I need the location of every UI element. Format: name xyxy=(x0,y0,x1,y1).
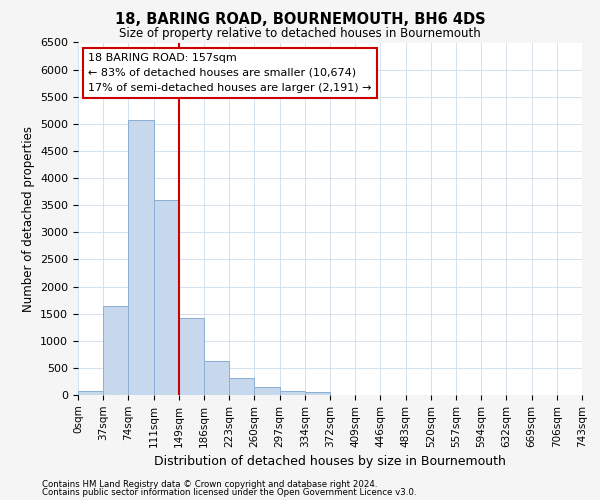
Text: 18 BARING ROAD: 157sqm
← 83% of detached houses are smaller (10,674)
17% of semi: 18 BARING ROAD: 157sqm ← 83% of detached… xyxy=(88,53,371,92)
Bar xyxy=(128,120,154,395)
Text: Contains public sector information licensed under the Open Government Licence v3: Contains public sector information licen… xyxy=(42,488,416,497)
Bar xyxy=(305,392,330,395)
Bar xyxy=(154,200,179,395)
Bar xyxy=(103,306,128,395)
Y-axis label: Number of detached properties: Number of detached properties xyxy=(22,126,35,312)
Bar xyxy=(78,391,103,395)
Text: 18, BARING ROAD, BOURNEMOUTH, BH6 4DS: 18, BARING ROAD, BOURNEMOUTH, BH6 4DS xyxy=(115,12,485,28)
Text: Contains HM Land Registry data © Crown copyright and database right 2024.: Contains HM Land Registry data © Crown c… xyxy=(42,480,377,489)
Bar xyxy=(280,391,305,395)
Text: Size of property relative to detached houses in Bournemouth: Size of property relative to detached ho… xyxy=(119,28,481,40)
Bar xyxy=(254,387,280,395)
Bar xyxy=(204,362,229,395)
Bar xyxy=(229,378,254,395)
Bar xyxy=(179,318,204,395)
X-axis label: Distribution of detached houses by size in Bournemouth: Distribution of detached houses by size … xyxy=(154,455,506,468)
